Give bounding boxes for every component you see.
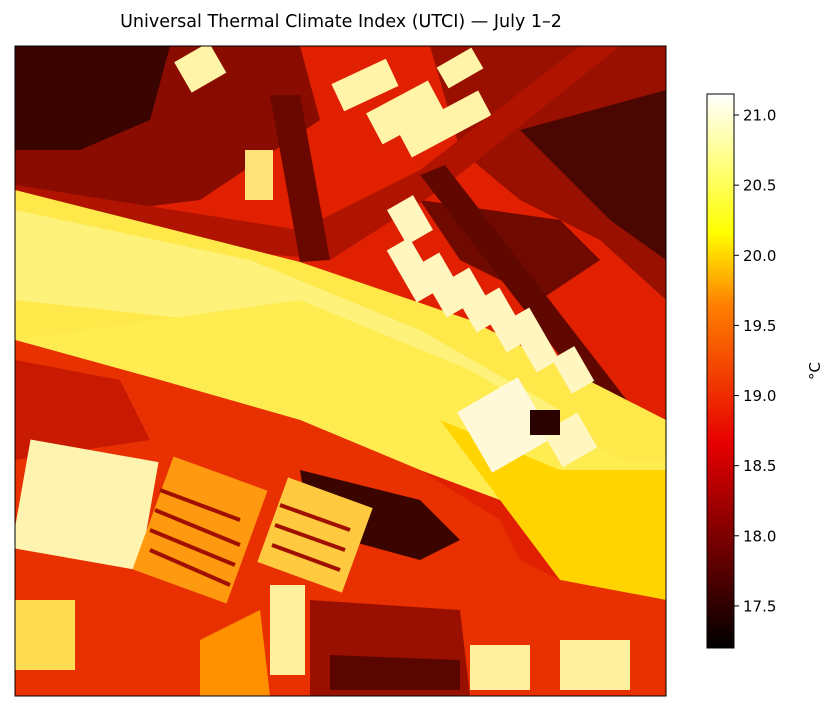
- colorbar-tick-label: 20.5: [743, 177, 776, 195]
- heatmap-plot-area: [15, 46, 666, 696]
- colorbar-tick-label: 20.0: [743, 247, 776, 265]
- colorbar-frame: [706, 93, 735, 649]
- colorbar-gradient: [707, 94, 734, 648]
- colorbar-label: °C: [806, 362, 824, 380]
- colorbar-tick-label: 18.5: [743, 457, 776, 475]
- colorbar-tick-label: 17.5: [743, 597, 776, 615]
- colorbar-tick-label: 19.0: [743, 387, 776, 405]
- plot-frame: [14, 45, 667, 697]
- chart-title: Universal Thermal Climate Index (UTCI) —…: [120, 12, 562, 32]
- colorbar-tick-label: 18.0: [743, 527, 776, 545]
- colorbar-tick-label: 19.5: [743, 317, 776, 335]
- colorbar-tick-label: 21.0: [743, 107, 776, 125]
- colorbar: 17.5 18.0 18.5 19.0 19.5 20.0 20.5 21.0 °C: [706, 93, 824, 649]
